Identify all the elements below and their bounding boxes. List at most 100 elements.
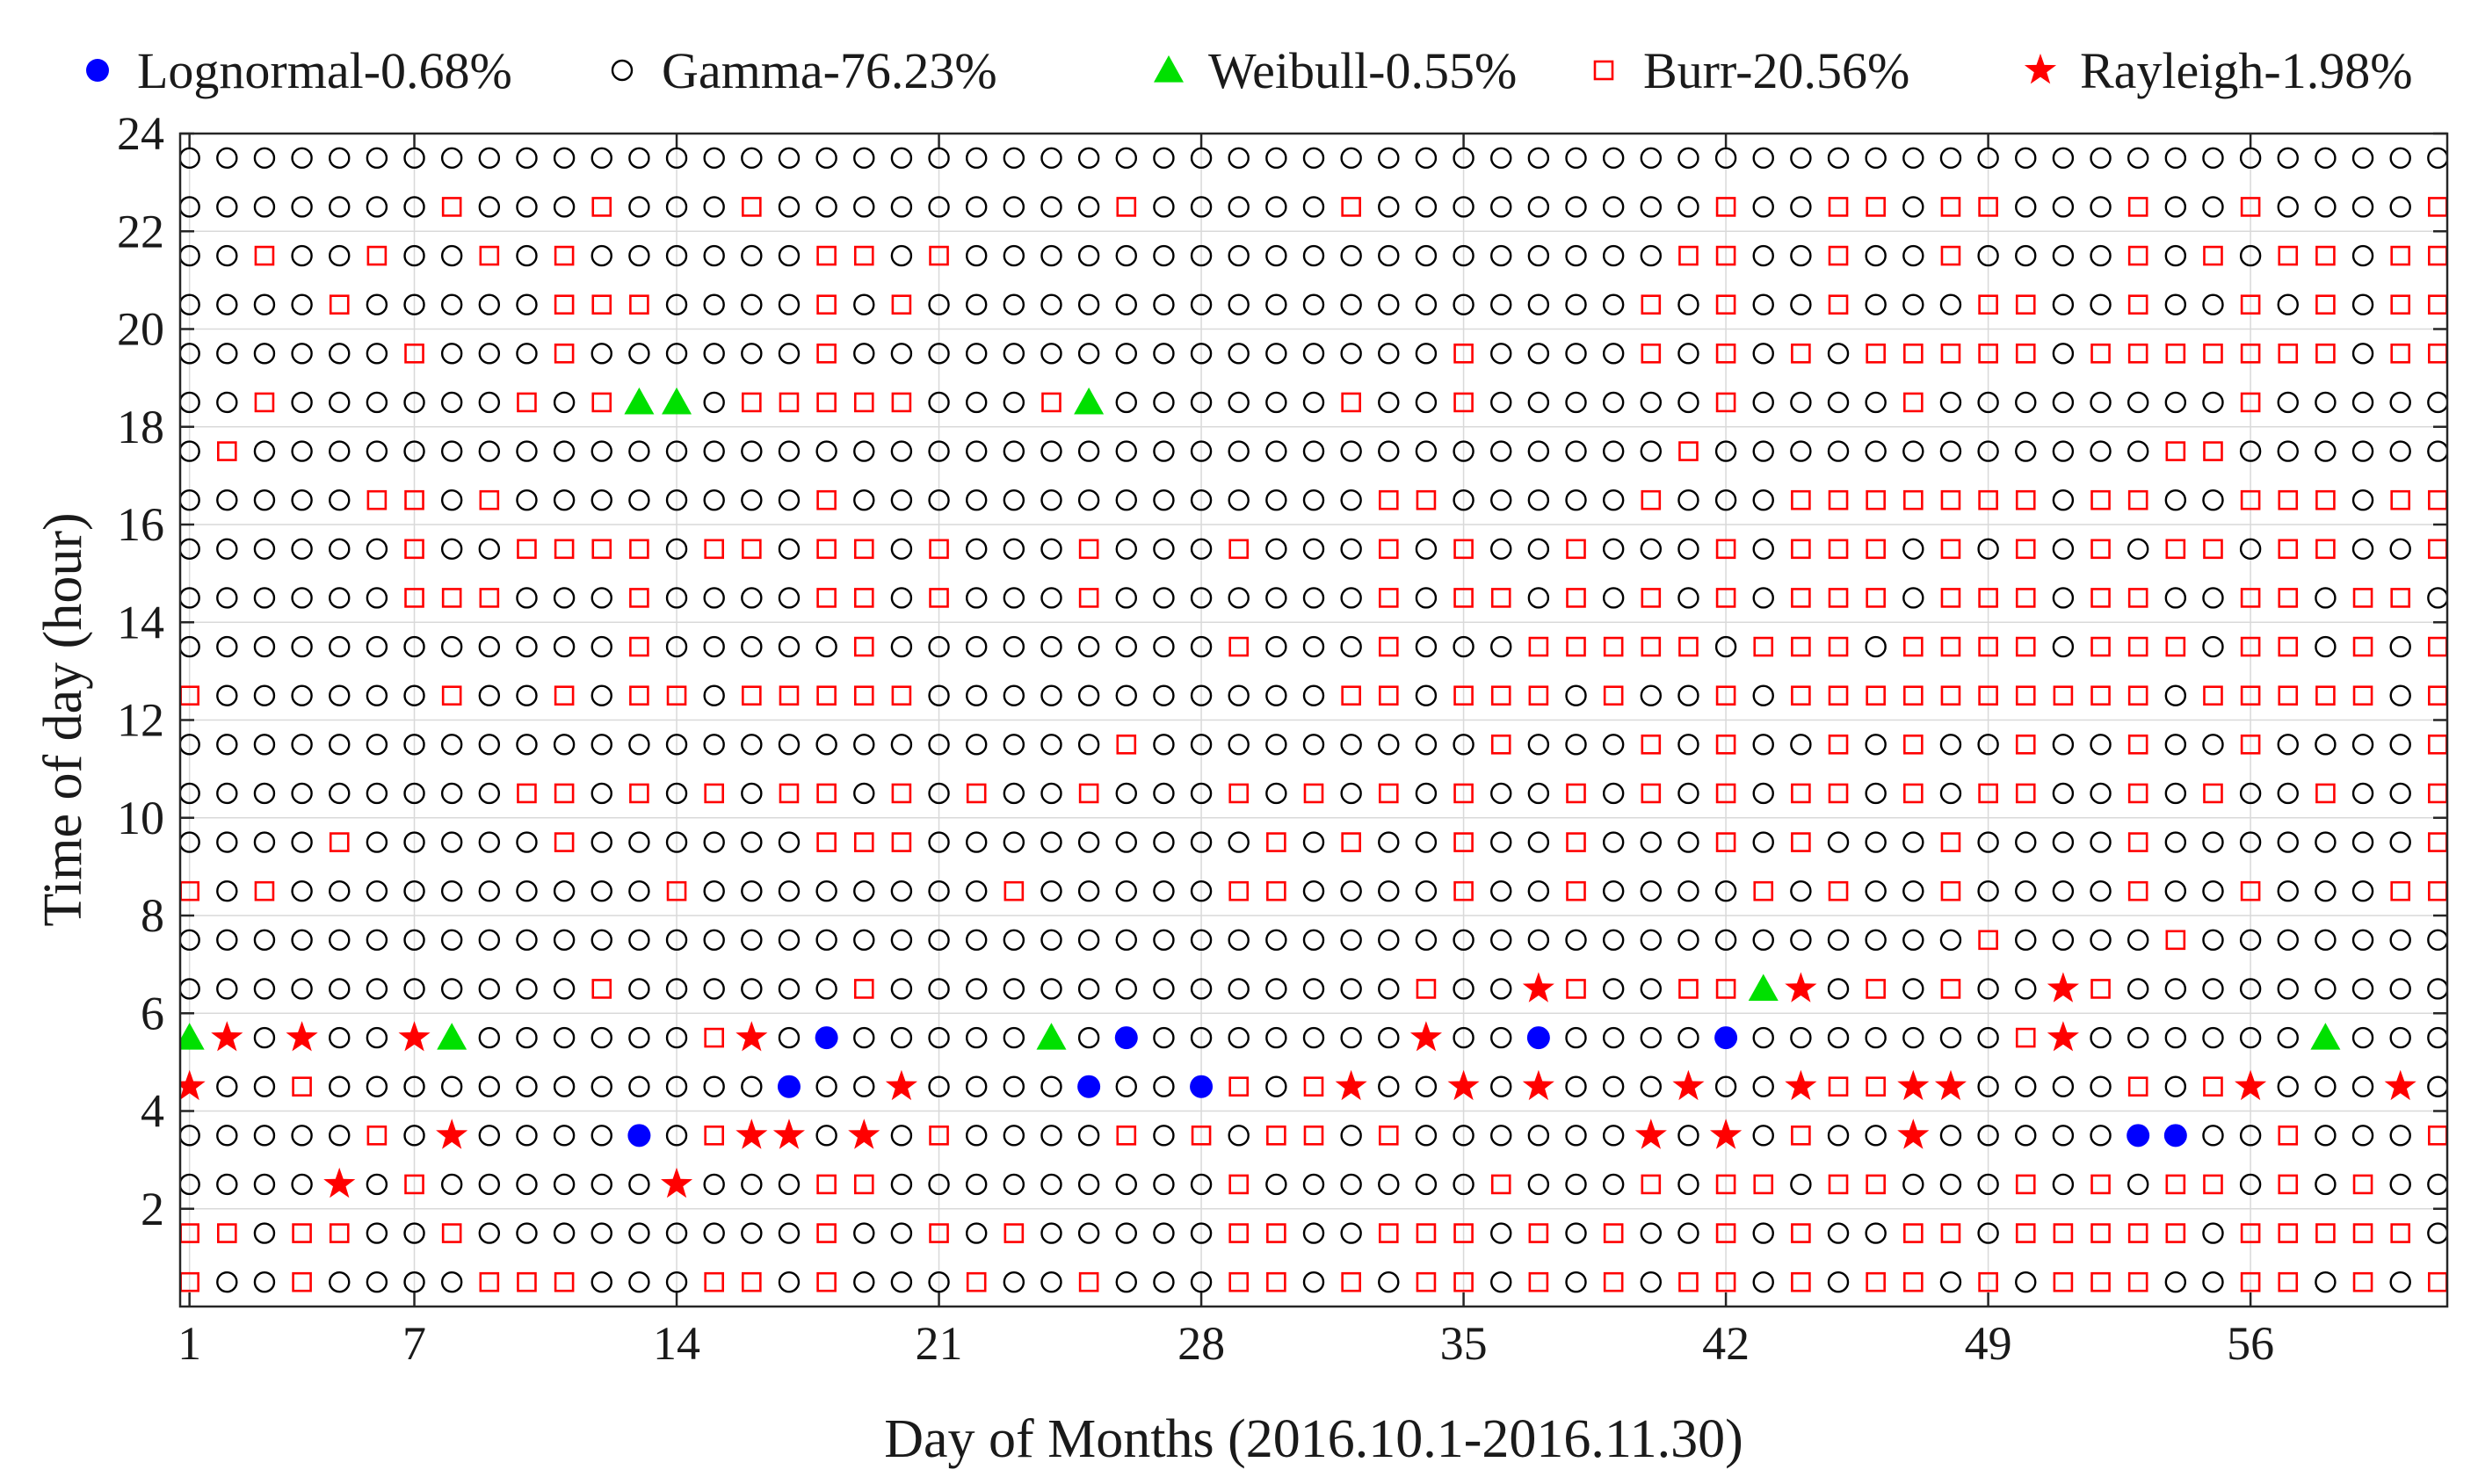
- gamma-point: [890, 244, 913, 267]
- gamma-point: [741, 635, 763, 658]
- gamma-point: [1153, 587, 1175, 609]
- gamma-point: [1977, 734, 1999, 756]
- rayleigh-point: [1897, 1118, 1930, 1149]
- gamma-point: [1827, 1125, 1850, 1147]
- gamma-point: [965, 343, 988, 365]
- burr-point: [1453, 1271, 1474, 1292]
- burr-point: [966, 783, 987, 804]
- burr-point: [404, 1174, 424, 1195]
- gamma-point: [1902, 1173, 1924, 1196]
- gamma-point: [2239, 147, 2262, 170]
- gamma-point: [1077, 978, 1100, 1000]
- burr-point: [2428, 489, 2447, 510]
- burr-point: [816, 489, 837, 510]
- burr-point: [554, 539, 575, 560]
- gamma-point: [703, 831, 725, 853]
- gamma-point: [2090, 1026, 2112, 1049]
- gamma-point: [2389, 929, 2411, 952]
- gamma-point: [1415, 1125, 1438, 1147]
- burr-point: [1866, 539, 1886, 560]
- gamma-point: [1340, 293, 1362, 315]
- gamma-point: [1077, 244, 1100, 267]
- gamma-point: [1453, 1173, 1474, 1196]
- burr-point: [2352, 1174, 2373, 1195]
- gamma-point: [928, 1173, 950, 1196]
- gamma-point: [440, 880, 463, 902]
- gamma-point: [1865, 391, 1887, 414]
- gamma-point: [1040, 635, 1062, 658]
- gamma-point: [1003, 244, 1025, 267]
- gamma-point: [2277, 734, 2299, 756]
- gamma-point: [2239, 1026, 2262, 1049]
- gamma-point: [1640, 1270, 1663, 1293]
- burr-point: [1453, 539, 1474, 560]
- burr-point: [1266, 1223, 1286, 1243]
- gamma-point: [1677, 1173, 1699, 1196]
- gamma-point: [1977, 1173, 1999, 1196]
- lognormal-point: [777, 1075, 801, 1098]
- gamma-point: [1640, 538, 1663, 561]
- gamma-point: [478, 1075, 501, 1097]
- gamma-point: [2351, 734, 2374, 756]
- gamma-point: [741, 929, 763, 952]
- burr-point: [479, 245, 500, 266]
- burr-point: [1978, 636, 1998, 657]
- burr-point: [2015, 344, 2036, 364]
- gamma-point: [2052, 929, 2075, 952]
- gamma-point: [180, 831, 200, 853]
- gamma-point: [478, 293, 501, 315]
- burr-point: [1528, 1223, 1549, 1243]
- gamma-point: [890, 734, 913, 756]
- gamma-point: [1453, 293, 1474, 315]
- gamma-point: [1490, 391, 1512, 414]
- burr-point: [1116, 735, 1137, 755]
- legend: Lognormal-0.68% Gamma-76.23% Weibull-0.55%…: [86, 42, 2413, 99]
- gamma-point: [703, 391, 725, 414]
- gamma-point: [478, 538, 501, 561]
- gamma-point: [2427, 1075, 2447, 1097]
- gamma-point: [1077, 489, 1100, 511]
- gamma-point: [366, 343, 388, 365]
- gamma-point: [1077, 440, 1100, 462]
- burr-point: [629, 636, 649, 657]
- gamma-point: [1827, 440, 1850, 462]
- gamma-point: [928, 196, 950, 218]
- gamma-point: [665, 1026, 688, 1049]
- burr-point: [2015, 636, 2036, 657]
- gamma-point: [1865, 1026, 1887, 1049]
- weibull-point: [2310, 1023, 2341, 1050]
- gamma-point: [1865, 244, 1887, 267]
- gamma-point: [1228, 1125, 1250, 1147]
- burr-point: [966, 1271, 987, 1292]
- gamma-point: [1153, 293, 1175, 315]
- gamma-point: [366, 1173, 388, 1196]
- gamma-point: [1265, 782, 1287, 805]
- burr-point: [704, 1027, 724, 1048]
- gamma-point: [478, 929, 501, 952]
- gamma-point: [928, 782, 950, 805]
- gamma-point: [628, 1026, 650, 1049]
- gamma-point: [2315, 147, 2337, 170]
- gamma-point: [890, 1173, 913, 1196]
- weibull-legend-marker: [1154, 55, 1184, 83]
- gamma-point: [2277, 880, 2299, 902]
- gamma-point: [1040, 734, 1062, 756]
- gamma-point: [1003, 1125, 1025, 1147]
- gamma-point: [1677, 391, 1699, 414]
- gamma-point: [253, 684, 276, 706]
- gamma-point: [1003, 343, 1025, 365]
- gamma-point: [1415, 734, 1438, 756]
- burr-point: [1041, 392, 1061, 413]
- gamma-point: [1003, 684, 1025, 706]
- gamma-point: [815, 635, 837, 658]
- burr-point: [1641, 344, 1662, 364]
- gamma-point: [1003, 831, 1025, 853]
- gamma-point: [2052, 293, 2075, 315]
- gamma-point: [516, 831, 538, 853]
- gamma-point: [2015, 147, 2037, 170]
- gamma-point: [890, 1270, 913, 1293]
- burr-point: [2352, 636, 2373, 657]
- gamma-point: [403, 880, 425, 902]
- gamma-point: [703, 1173, 725, 1196]
- burr-point: [2165, 1174, 2186, 1195]
